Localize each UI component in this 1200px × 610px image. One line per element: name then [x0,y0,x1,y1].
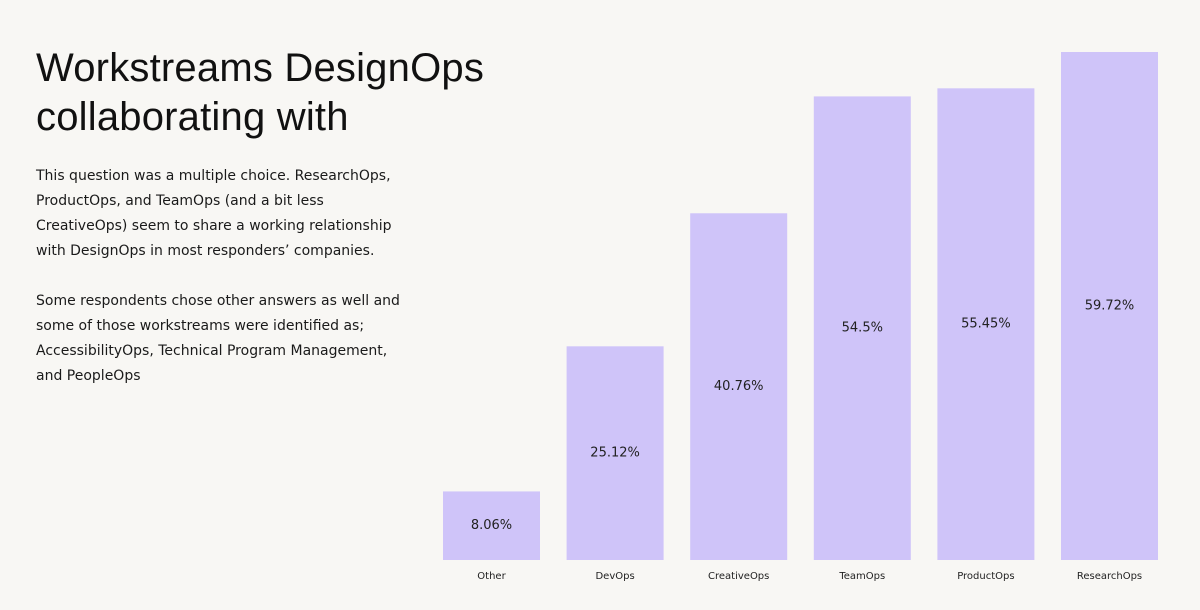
text-panel: Workstreams DesignOps collaborating with… [36,44,484,414]
description: This question was a multiple choice. Res… [36,168,392,259]
x-tick-label: ResearchOps [1077,571,1142,582]
x-tick-label: TeamOps [838,571,885,582]
chart-title: Workstreams DesignOps collaborating with [36,46,485,139]
bar [937,88,1035,560]
bar [1061,52,1158,560]
value-label: 25.12% [590,446,640,461]
bar [443,491,540,560]
x-tick-label: Other [477,571,506,582]
description: Some respondents chose other answers as … [36,293,400,384]
x-tick-label: ProductOps [957,571,1014,582]
value-label: 40.76% [714,379,764,394]
x-tick-label: DevOps [595,571,634,582]
x-tick-label: CreativeOps [708,571,769,582]
bar [690,213,788,560]
bar [566,346,664,560]
value-label: 55.45% [961,317,1011,332]
value-label: 59.72% [1085,299,1135,314]
bar [813,96,911,561]
value-label: 54.5% [842,321,883,336]
value-label: 8.06% [471,518,512,533]
